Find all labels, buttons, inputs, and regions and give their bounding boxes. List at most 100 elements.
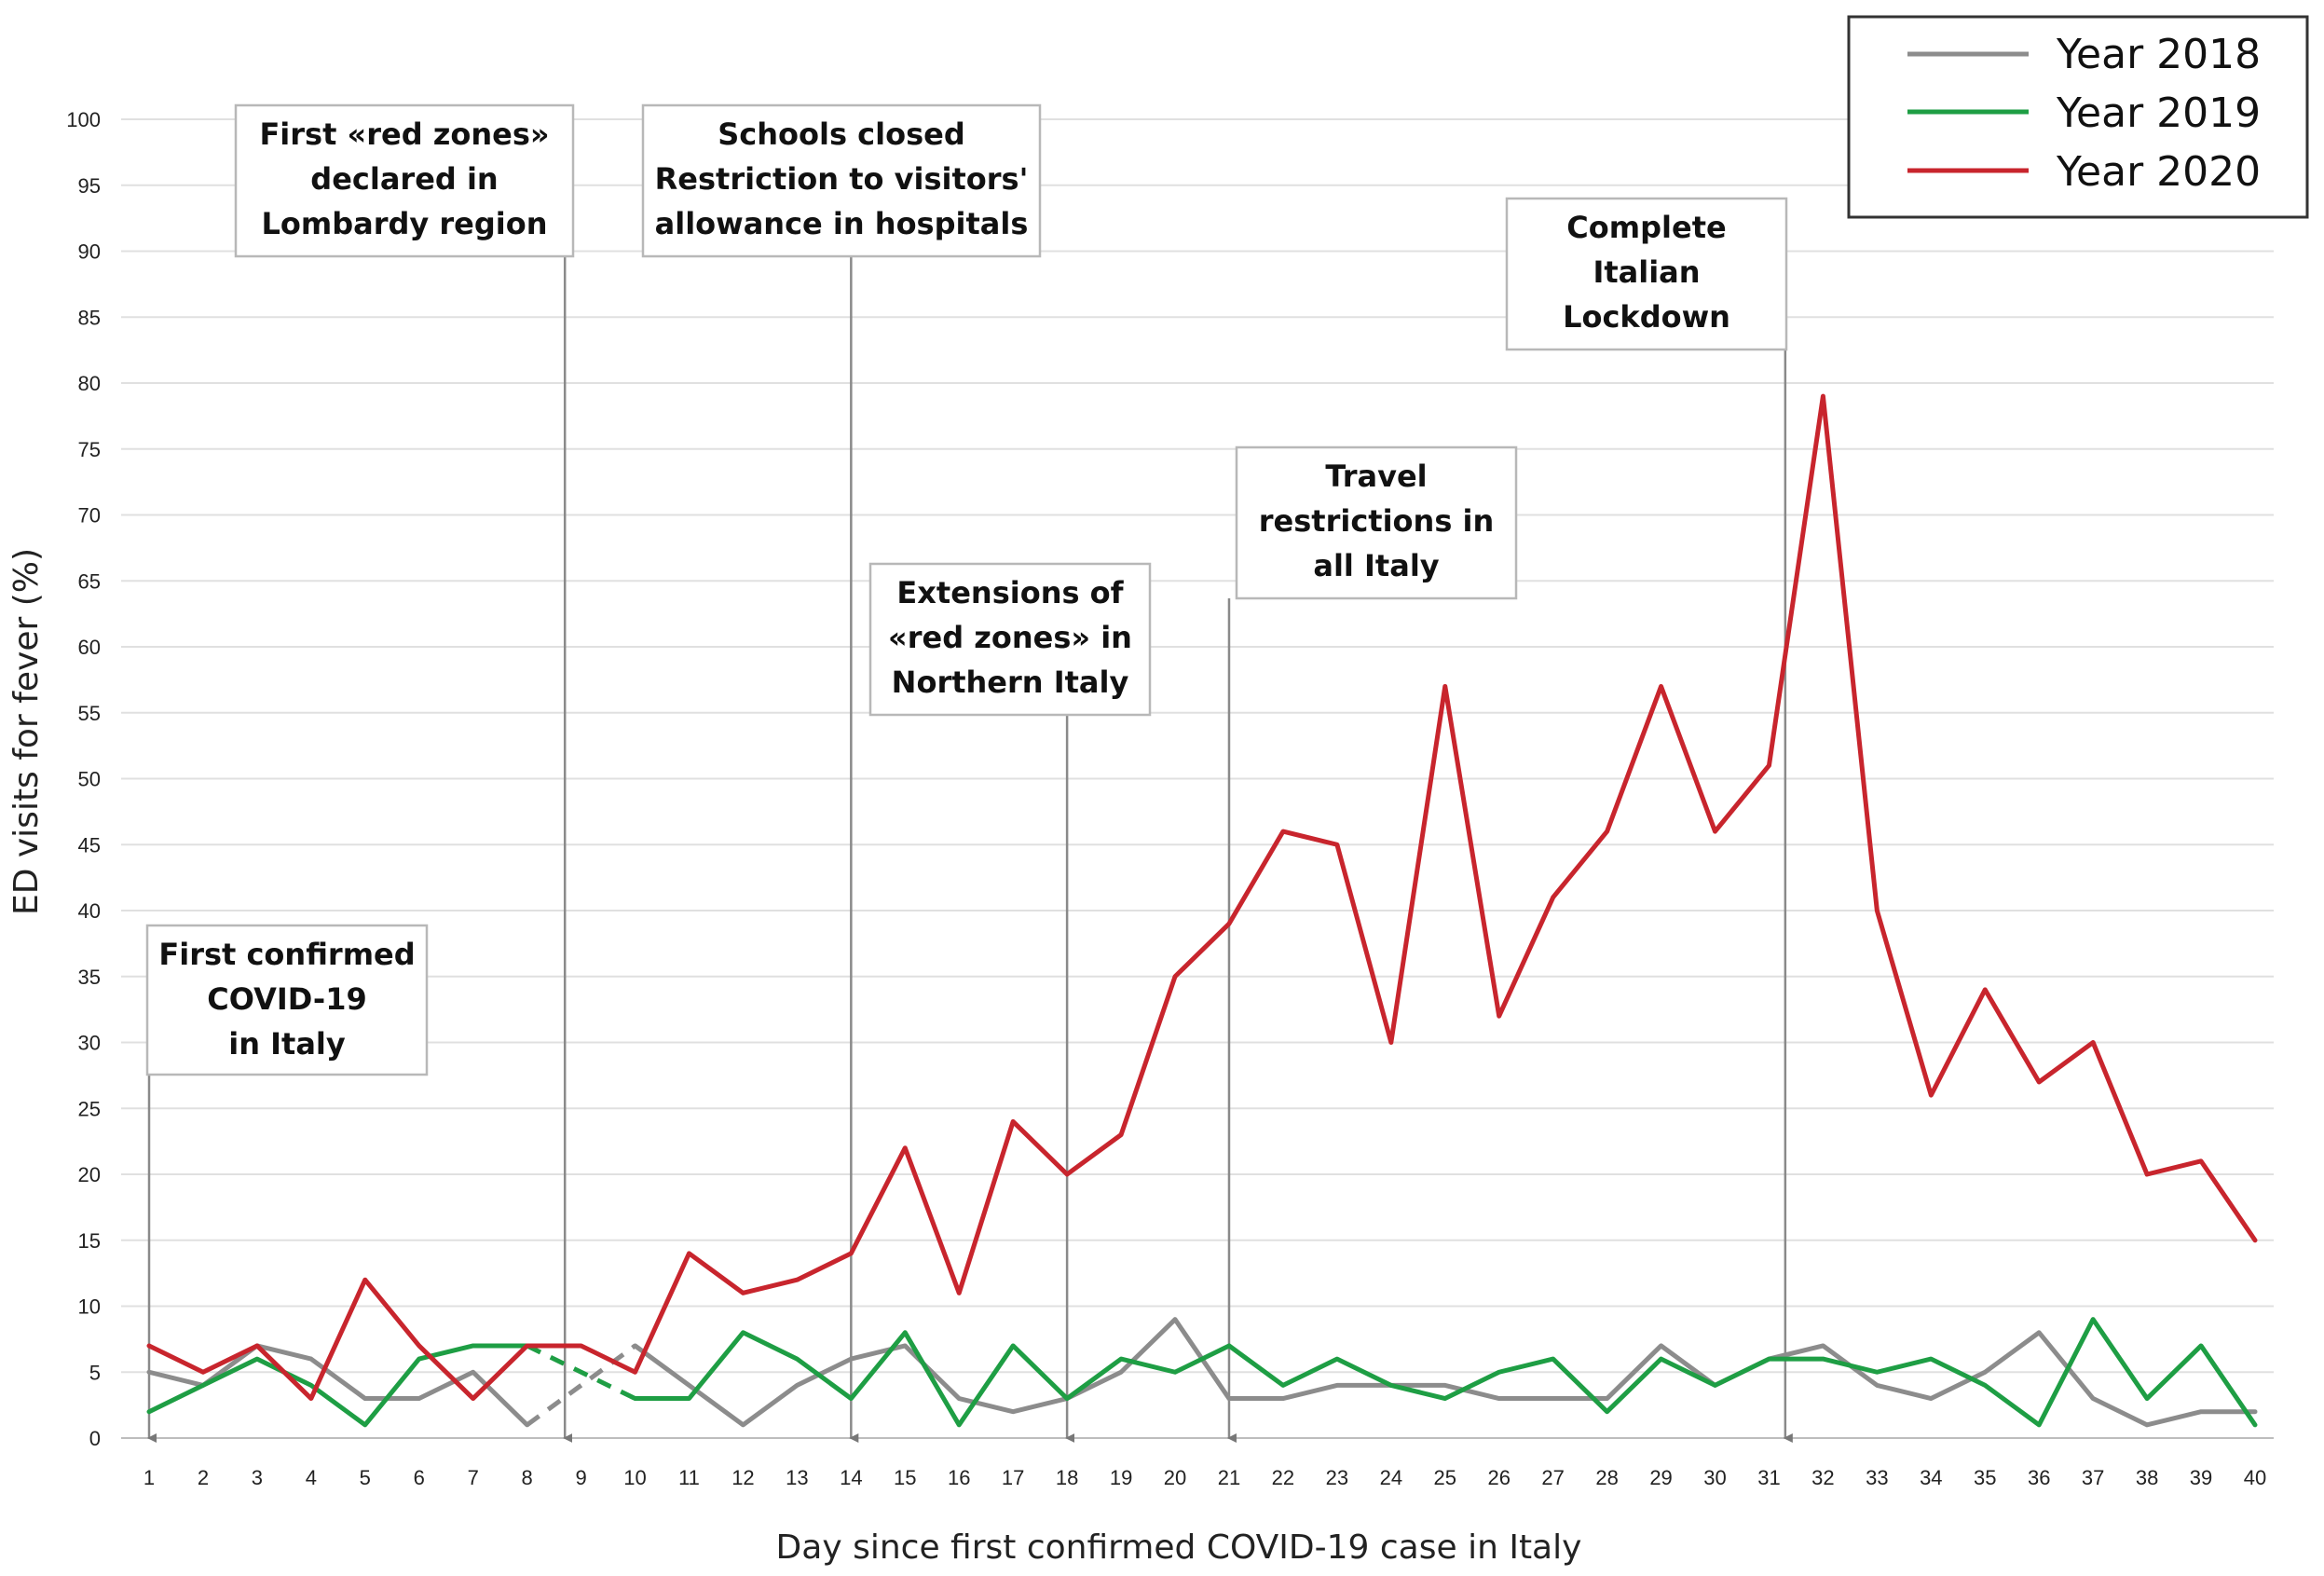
series-gap-year-2019 bbox=[526, 1343, 636, 1401]
series-line-year-2020 bbox=[146, 393, 2258, 1402]
x-tick-label: 12 bbox=[731, 1466, 754, 1489]
y-tick-label: 0 bbox=[89, 1427, 101, 1450]
x-tick-label: 22 bbox=[1272, 1466, 1294, 1489]
x-tick-label: 34 bbox=[1920, 1466, 1942, 1489]
x-tick-label: 14 bbox=[840, 1466, 862, 1489]
y-tick-label: 60 bbox=[78, 636, 101, 659]
x-tick-label: 36 bbox=[2028, 1466, 2050, 1489]
x-tick-label: 11 bbox=[678, 1466, 700, 1489]
x-tick-label: 21 bbox=[1218, 1466, 1240, 1489]
annotation-text: Lockdown bbox=[1563, 299, 1730, 335]
y-tick-label: 75 bbox=[78, 438, 101, 461]
x-tick-label: 28 bbox=[1595, 1466, 1618, 1489]
legend: Year 2018 Year 2019 Year 2020 bbox=[1847, 15, 2309, 219]
x-tick-label: 20 bbox=[1164, 1466, 1186, 1489]
annotation-box bbox=[145, 924, 429, 1076]
y-tick-label: 65 bbox=[78, 569, 101, 593]
annotation-text: Travel bbox=[1325, 459, 1427, 494]
series-gap-year-2018 bbox=[526, 1343, 637, 1427]
x-tick-label: 10 bbox=[623, 1466, 646, 1489]
y-tick-label: 30 bbox=[78, 1032, 101, 1055]
x-tick-label: 23 bbox=[1326, 1466, 1348, 1489]
y-tick-label: 15 bbox=[78, 1229, 101, 1253]
annotation-text: First confirmed bbox=[158, 937, 415, 972]
y-tick-label: 95 bbox=[78, 174, 101, 198]
annotation-box bbox=[1235, 445, 1518, 600]
x-tick-label: 19 bbox=[1110, 1466, 1132, 1489]
y-tick-label: 25 bbox=[78, 1097, 101, 1120]
x-axis-ticks: 1 2 3 4 5 6 7 8 9 10 11 12 13 14 15 16 17 18 19 20 21 22 23 24 2… bbox=[144, 1466, 2266, 1489]
annotation-text: allowance in hospitals bbox=[655, 206, 1029, 241]
x-tick-label: 3 bbox=[252, 1466, 263, 1489]
annotation-text: all Italy bbox=[1313, 548, 1439, 583]
y-tick-label: 20 bbox=[78, 1163, 101, 1186]
x-tick-label: 31 bbox=[1757, 1466, 1780, 1489]
y-tick-label: 85 bbox=[78, 306, 101, 329]
x-tick-label: 7 bbox=[468, 1466, 479, 1489]
x-tick-label: 24 bbox=[1380, 1466, 1402, 1489]
y-tick-label: 90 bbox=[78, 240, 101, 264]
legend-label-2020: Year 2020 bbox=[2056, 148, 2261, 196]
annotation-arrows bbox=[147, 256, 1793, 1443]
annotation-text: COVID-19 bbox=[207, 981, 366, 1017]
x-tick-label: 4 bbox=[306, 1466, 317, 1489]
x-tick-label: 26 bbox=[1487, 1466, 1510, 1489]
x-tick-label: 8 bbox=[522, 1466, 533, 1489]
x-tick-label: 35 bbox=[1974, 1466, 1996, 1489]
y-tick-label: 40 bbox=[78, 899, 101, 923]
annotation-text: Northern Italy bbox=[892, 665, 1129, 700]
annotation-box bbox=[1505, 197, 1788, 351]
x-tick-label: 37 bbox=[2082, 1466, 2104, 1489]
annotation-text: in Italy bbox=[228, 1026, 346, 1062]
x-axis-title: Day since first confirmed COVID-19 case … bbox=[776, 1528, 1582, 1567]
x-tick-label: 25 bbox=[1434, 1466, 1456, 1489]
annotation-text: First «red zones» bbox=[259, 116, 549, 152]
series-line-year-2019 bbox=[146, 1343, 530, 1428]
x-tick-label: 1 bbox=[144, 1466, 155, 1489]
annotation-text: Schools closed bbox=[718, 116, 965, 152]
y-tick-label: 35 bbox=[78, 966, 101, 989]
y-tick-label: 10 bbox=[78, 1295, 101, 1319]
x-tick-label: 27 bbox=[1541, 1466, 1564, 1489]
x-tick-label: 33 bbox=[1866, 1466, 1888, 1489]
x-tick-label: 2 bbox=[198, 1466, 209, 1489]
series-lines bbox=[146, 393, 2258, 1428]
y-tick-label: 80 bbox=[78, 372, 101, 395]
x-tick-label: 17 bbox=[1002, 1466, 1024, 1489]
y-tick-label: 45 bbox=[78, 833, 101, 857]
x-tick-label: 9 bbox=[575, 1466, 586, 1489]
annotation-box bbox=[234, 103, 575, 258]
x-tick-label: 13 bbox=[786, 1466, 808, 1489]
x-tick-label: 39 bbox=[2190, 1466, 2212, 1489]
legend-frame bbox=[1847, 15, 2309, 219]
y-axis-title: ED visits for fever (%) bbox=[7, 548, 46, 915]
series-line-year-2018 bbox=[633, 1317, 2258, 1428]
series-line-year-2019 bbox=[633, 1317, 2258, 1428]
legend-label-2018: Year 2018 bbox=[2056, 31, 2261, 78]
annotation-box bbox=[641, 103, 1042, 258]
x-tick-label: 32 bbox=[1811, 1466, 1834, 1489]
y-tick-label: 5 bbox=[89, 1361, 101, 1384]
y-axis-ticks: 0 5 10 15 20 25 30 35 40 45 50 55 60 65 70 75 80 85 90 95 10… bbox=[66, 108, 101, 1450]
y-tick-label: 100 bbox=[66, 108, 101, 131]
annotation-box bbox=[868, 562, 1152, 717]
annotation-text: Complete bbox=[1566, 210, 1726, 245]
annotation-text: «red zones» in bbox=[888, 620, 1132, 655]
annotation-text: Extensions of bbox=[896, 575, 1124, 610]
x-tick-label: 18 bbox=[1056, 1466, 1078, 1489]
legend-label-2019: Year 2019 bbox=[2056, 89, 2261, 137]
gridlines bbox=[121, 118, 2274, 1439]
y-tick-label: 55 bbox=[78, 702, 101, 725]
annotation-text: Lombardy region bbox=[261, 206, 547, 241]
x-tick-label: 5 bbox=[360, 1466, 371, 1489]
y-tick-label: 50 bbox=[78, 768, 101, 791]
annotation-text: Restriction to visitors' bbox=[655, 161, 1029, 197]
x-tick-label: 15 bbox=[894, 1466, 916, 1489]
x-tick-label: 29 bbox=[1649, 1466, 1672, 1489]
annotation-text: restrictions in bbox=[1259, 503, 1495, 539]
annotation-text: declared in bbox=[310, 161, 498, 197]
x-tick-label: 40 bbox=[2244, 1466, 2266, 1489]
annotation-boxes: First confirmed COVID-19 in Italy First «re… bbox=[145, 103, 1788, 1076]
x-tick-label: 6 bbox=[414, 1466, 425, 1489]
